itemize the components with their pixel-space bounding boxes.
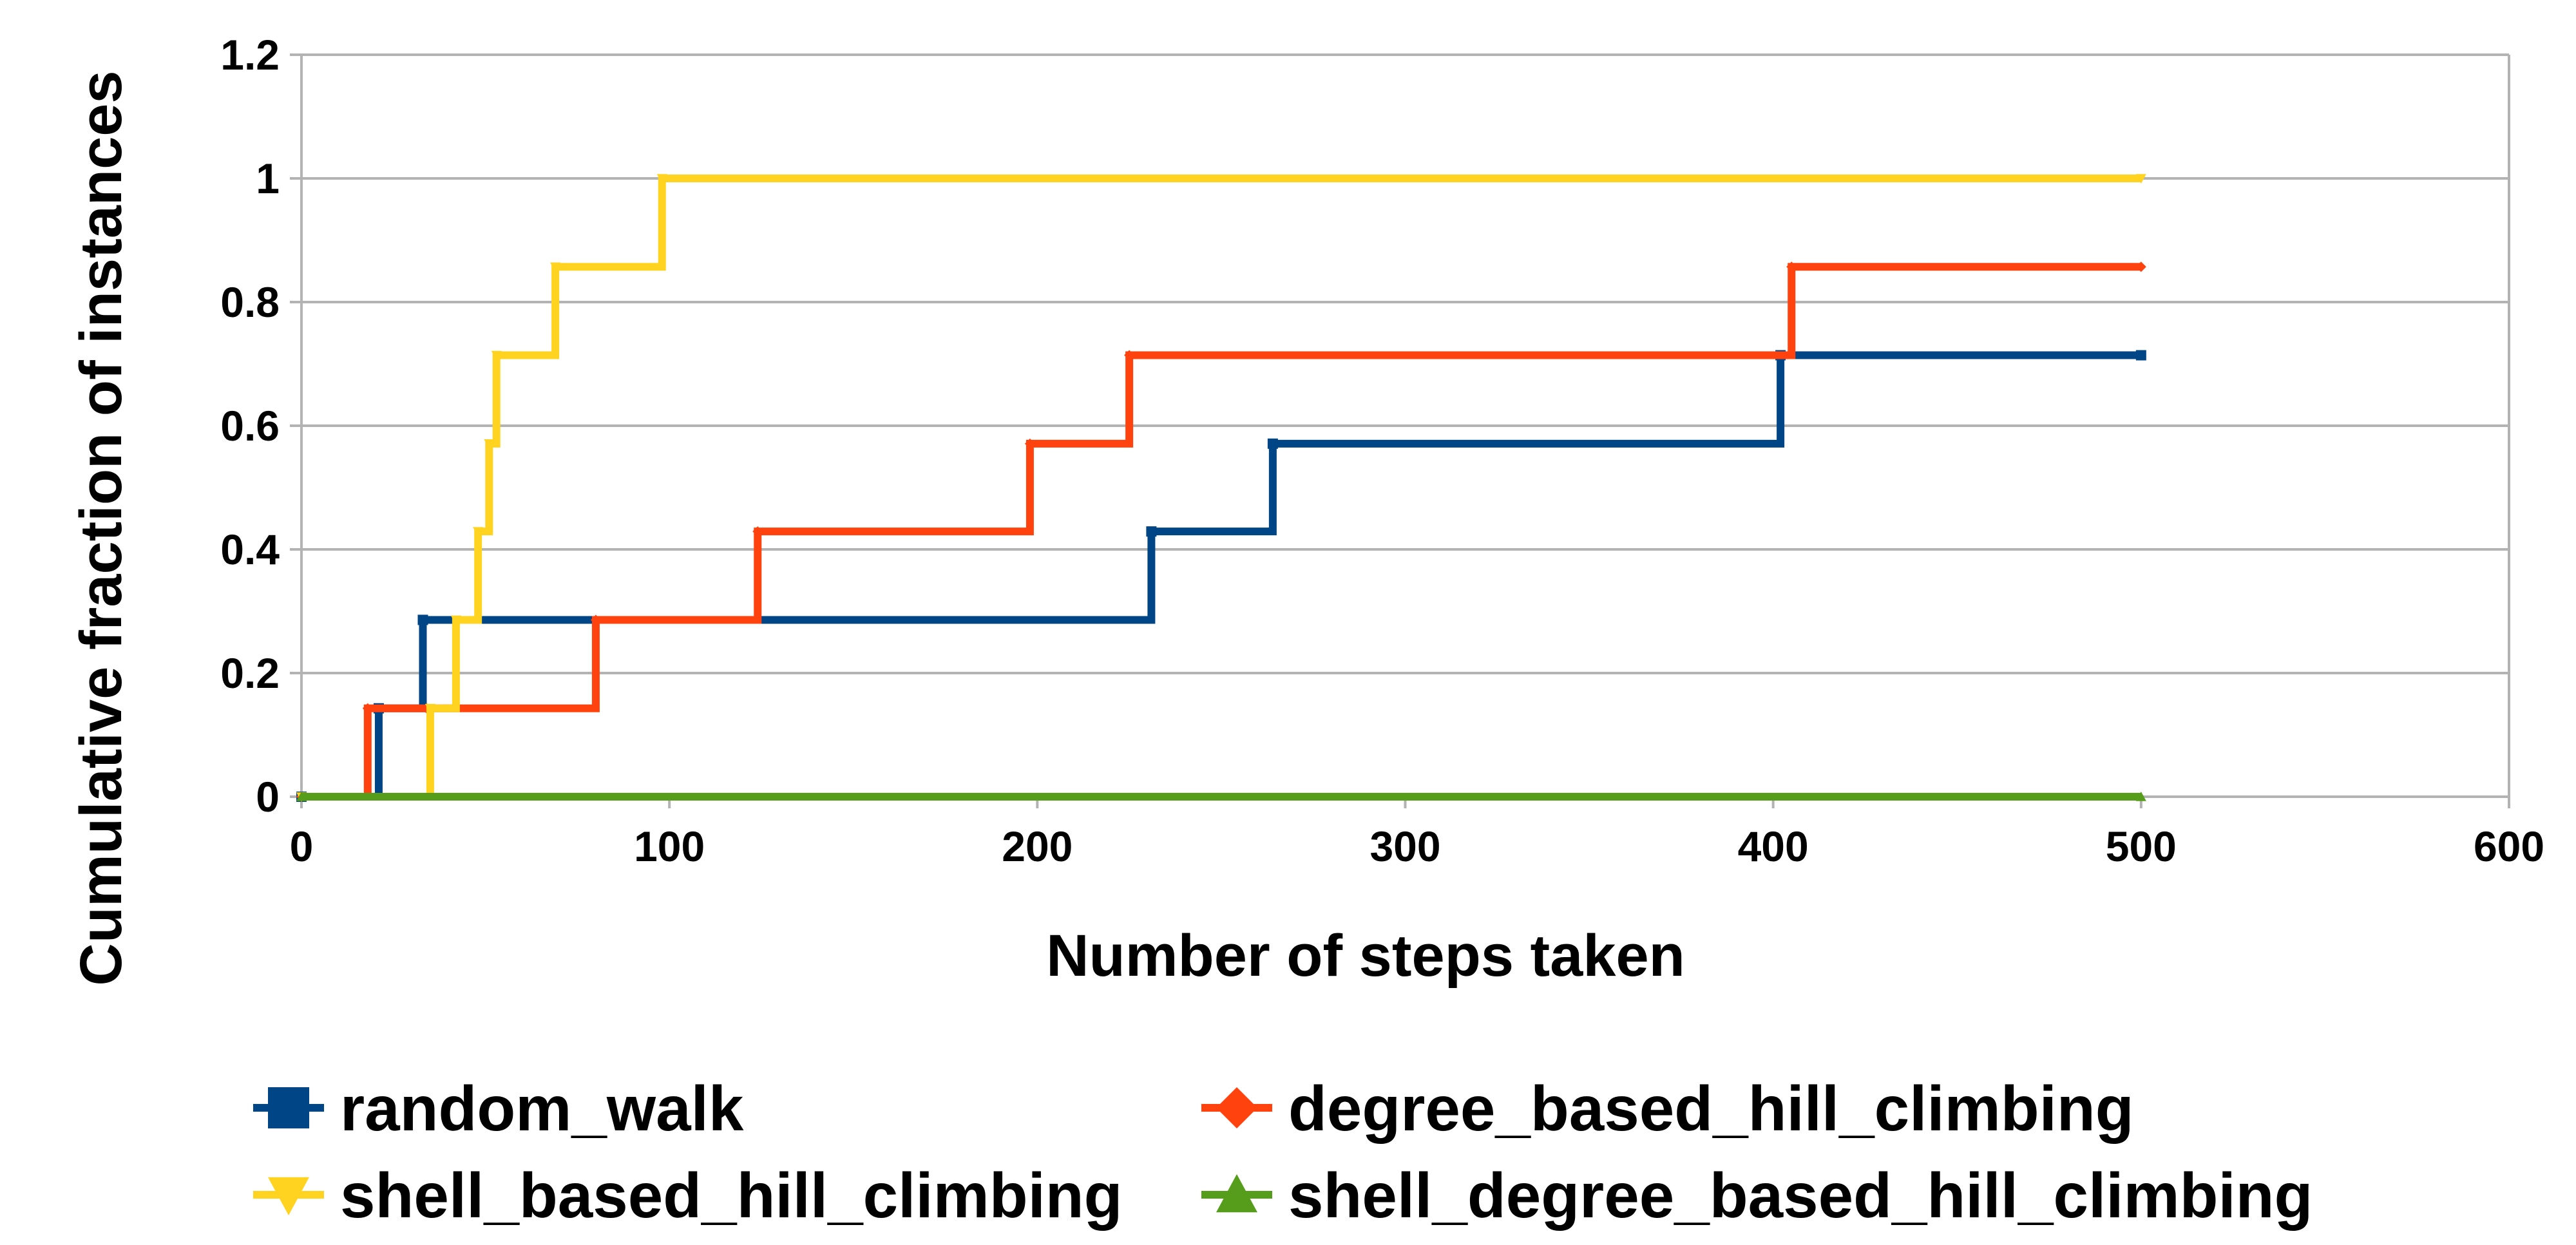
x-tick-label: 500 <box>2106 822 2177 870</box>
x-tick-label: 0 <box>290 822 314 870</box>
data-point <box>473 527 484 537</box>
data-point <box>2135 174 2146 184</box>
legend-label: random_walk <box>340 1073 744 1144</box>
data-point <box>550 262 561 272</box>
data-point <box>752 526 763 537</box>
data-series <box>296 174 2146 802</box>
y-tick-label: 1.2 <box>220 31 280 79</box>
y-tick-label: 0.4 <box>220 526 280 573</box>
x-tick-label: 300 <box>1369 822 1440 870</box>
data-point <box>425 703 435 714</box>
data-point <box>2135 261 2146 272</box>
data-point <box>1786 261 1797 272</box>
data-point <box>491 350 502 361</box>
data-point <box>417 614 428 625</box>
series-shell_degree_based_hill_climbing <box>296 792 2146 801</box>
y-tick-label: 0.8 <box>220 278 280 326</box>
series-line <box>301 351 2141 801</box>
data-point <box>1124 350 1135 361</box>
data-point <box>362 703 373 714</box>
data-point <box>296 792 307 801</box>
x-tick-label: 600 <box>2474 822 2544 870</box>
data-point <box>590 614 601 625</box>
data-point <box>2135 792 2146 801</box>
legend-item-shell_based_hill_climbing: shell_based_hill_climbing <box>253 1160 1123 1231</box>
legend-swatch-marker <box>268 1177 309 1215</box>
legend-swatch-marker <box>1216 1087 1257 1128</box>
legend-label: shell_degree_based_hill_climbing <box>1288 1160 2313 1231</box>
x-tick-label: 400 <box>1738 822 1809 870</box>
y-tick-label: 1 <box>256 155 280 202</box>
series-line <box>301 175 2141 801</box>
y-tick-label: 0.6 <box>220 402 280 450</box>
x-tick-label: 200 <box>1002 822 1073 870</box>
legend: random_walk degree_based_hill_climbingshe… <box>253 1073 2313 1231</box>
data-point <box>484 439 495 449</box>
tick-labels: 0 0.2 0.4 0.6 0.8 1 1.2 0 100 200 300 400 500 600 <box>220 31 2544 870</box>
legend-label: degree_based_hill_climbing <box>1288 1073 2134 1144</box>
series-random_walk <box>296 350 2146 802</box>
data-point <box>1024 438 1035 449</box>
legend-swatch-marker <box>1216 1174 1257 1213</box>
legend-item-shell_degree_based_hill_climbing: shell_degree_based_hill_climbing <box>1201 1160 2313 1231</box>
data-point <box>450 615 461 625</box>
data-point <box>1267 438 1278 449</box>
y-tick-label: 0.2 <box>220 649 280 697</box>
axes <box>290 53 2510 808</box>
x-axis-title: Number of steps taken <box>1046 923 1685 989</box>
grid-lines <box>301 53 2510 797</box>
data-point <box>2135 350 2146 361</box>
legend-swatch-marker <box>268 1087 309 1128</box>
legend-label: shell_based_hill_climbing <box>340 1160 1123 1231</box>
legend-item-degree_based_hill_climbing: degree_based_hill_climbing <box>1201 1073 2134 1144</box>
y-tick-label: 0 <box>256 773 280 821</box>
x-tick-label: 100 <box>634 822 705 870</box>
y-axis-title: Cumulative fraction of instances <box>68 70 134 985</box>
legend-item-random_walk: random_walk <box>253 1073 744 1144</box>
data-point <box>656 174 667 184</box>
data-point <box>1146 526 1157 537</box>
